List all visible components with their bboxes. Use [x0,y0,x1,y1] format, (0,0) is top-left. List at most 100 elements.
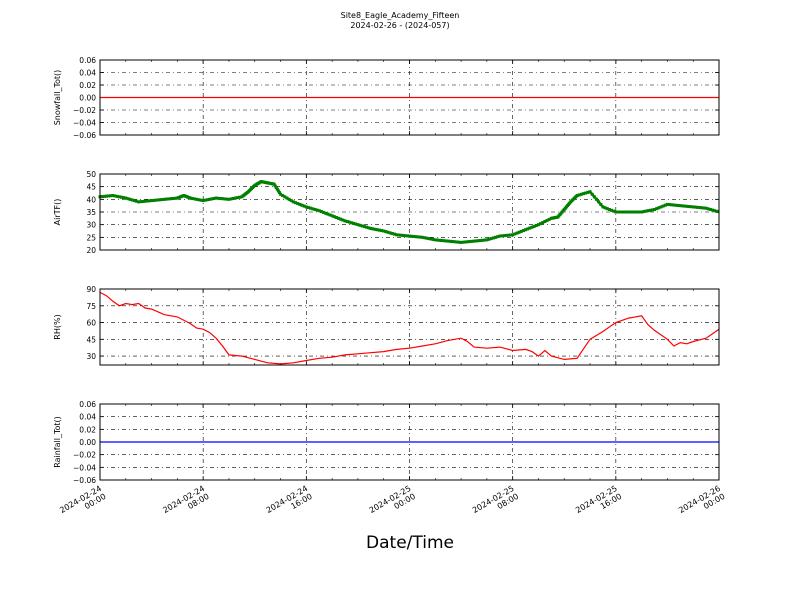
series-marker [208,197,212,201]
series-marker [309,206,313,210]
series-marker [238,195,242,199]
series-marker [201,199,205,203]
panel-frame [99,288,720,366]
series-marker [597,200,601,204]
series-marker [117,195,121,199]
series-marker [640,210,644,214]
series-marker [276,189,280,193]
y-axis-label: RH(%) [53,314,62,339]
y-axis-label: AirTF() [53,199,62,226]
series-marker [659,205,663,209]
series-marker [455,240,459,244]
series-marker [680,204,684,208]
y-tick-label: 45 [86,183,96,192]
series-marker [661,204,665,208]
series-marker [330,214,334,218]
series-marker [502,234,506,238]
series-marker [646,209,650,213]
y-tick-label: 75 [86,302,96,311]
series-marker [169,197,173,201]
series-marker [135,199,139,203]
series-marker [579,192,583,196]
series-marker [616,210,620,214]
series-marker [433,238,437,242]
series-marker [167,197,171,201]
series-marker [227,197,231,201]
series-marker [143,199,147,203]
series-marker [603,206,607,210]
series-marker [693,205,697,209]
series-marker [145,199,149,203]
series-marker [601,205,605,209]
series-marker [668,203,672,207]
series-marker [594,197,598,201]
series-marker [650,208,654,212]
series-marker [653,207,657,211]
series-marker [485,238,489,242]
series-marker [534,224,538,228]
series-marker [519,229,523,233]
y-tick-label: 0.02 [79,81,96,90]
series-marker [223,197,227,201]
series-marker [195,197,199,201]
series-marker [171,196,175,200]
series-marker [358,223,362,227]
panel-frame [99,403,720,481]
series-marker [427,237,431,241]
series-marker [231,196,235,200]
series-marker [614,210,618,214]
series-marker [530,225,534,229]
series-marker [496,235,500,239]
series-marker [607,207,611,211]
x-axis-label: Date/Time [366,533,454,553]
y-tick-label: 0.04 [79,69,96,78]
series-marker [395,233,399,237]
series-marker [500,234,504,238]
series-marker [375,228,379,232]
series-marker [704,206,708,210]
series-marker [543,220,547,223]
series-marker [610,208,614,212]
series-marker [457,240,461,244]
series-marker [173,196,177,200]
series-marker [517,230,521,234]
series-marker [416,235,420,239]
series-marker [431,237,435,241]
series-marker [147,199,151,203]
series-marker [423,236,427,240]
series-marker [438,238,442,242]
y-tick-label: 20 [86,246,96,255]
series-marker [487,237,491,241]
series-marker [218,196,222,200]
series-marker [584,191,588,195]
series-marker [113,194,117,198]
series-marker [272,182,276,186]
series-marker [132,199,136,203]
series-marker [306,206,310,210]
series-marker [343,219,347,223]
series-marker [154,198,158,202]
series-marker [476,239,480,243]
series-marker [586,190,590,194]
series-marker [317,209,321,213]
series-marker [618,210,622,214]
series-marker [302,204,306,208]
series-marker [287,197,291,201]
series-marker [412,234,416,238]
y-tick-label: 30 [86,221,96,230]
series-marker [279,192,283,196]
series-marker [313,207,317,211]
series-marker [289,199,293,203]
series-marker [472,239,476,243]
series-marker [509,233,513,237]
series-marker [281,194,285,198]
series-marker [448,239,452,243]
series-marker [642,210,646,214]
series-marker [635,210,639,214]
series-marker [356,223,360,227]
series-marker [102,194,106,198]
x-tick-label: 2024-02-2416:00 [265,484,314,523]
series-marker [466,240,470,244]
series-marker [468,240,472,244]
series-marker [137,200,141,204]
